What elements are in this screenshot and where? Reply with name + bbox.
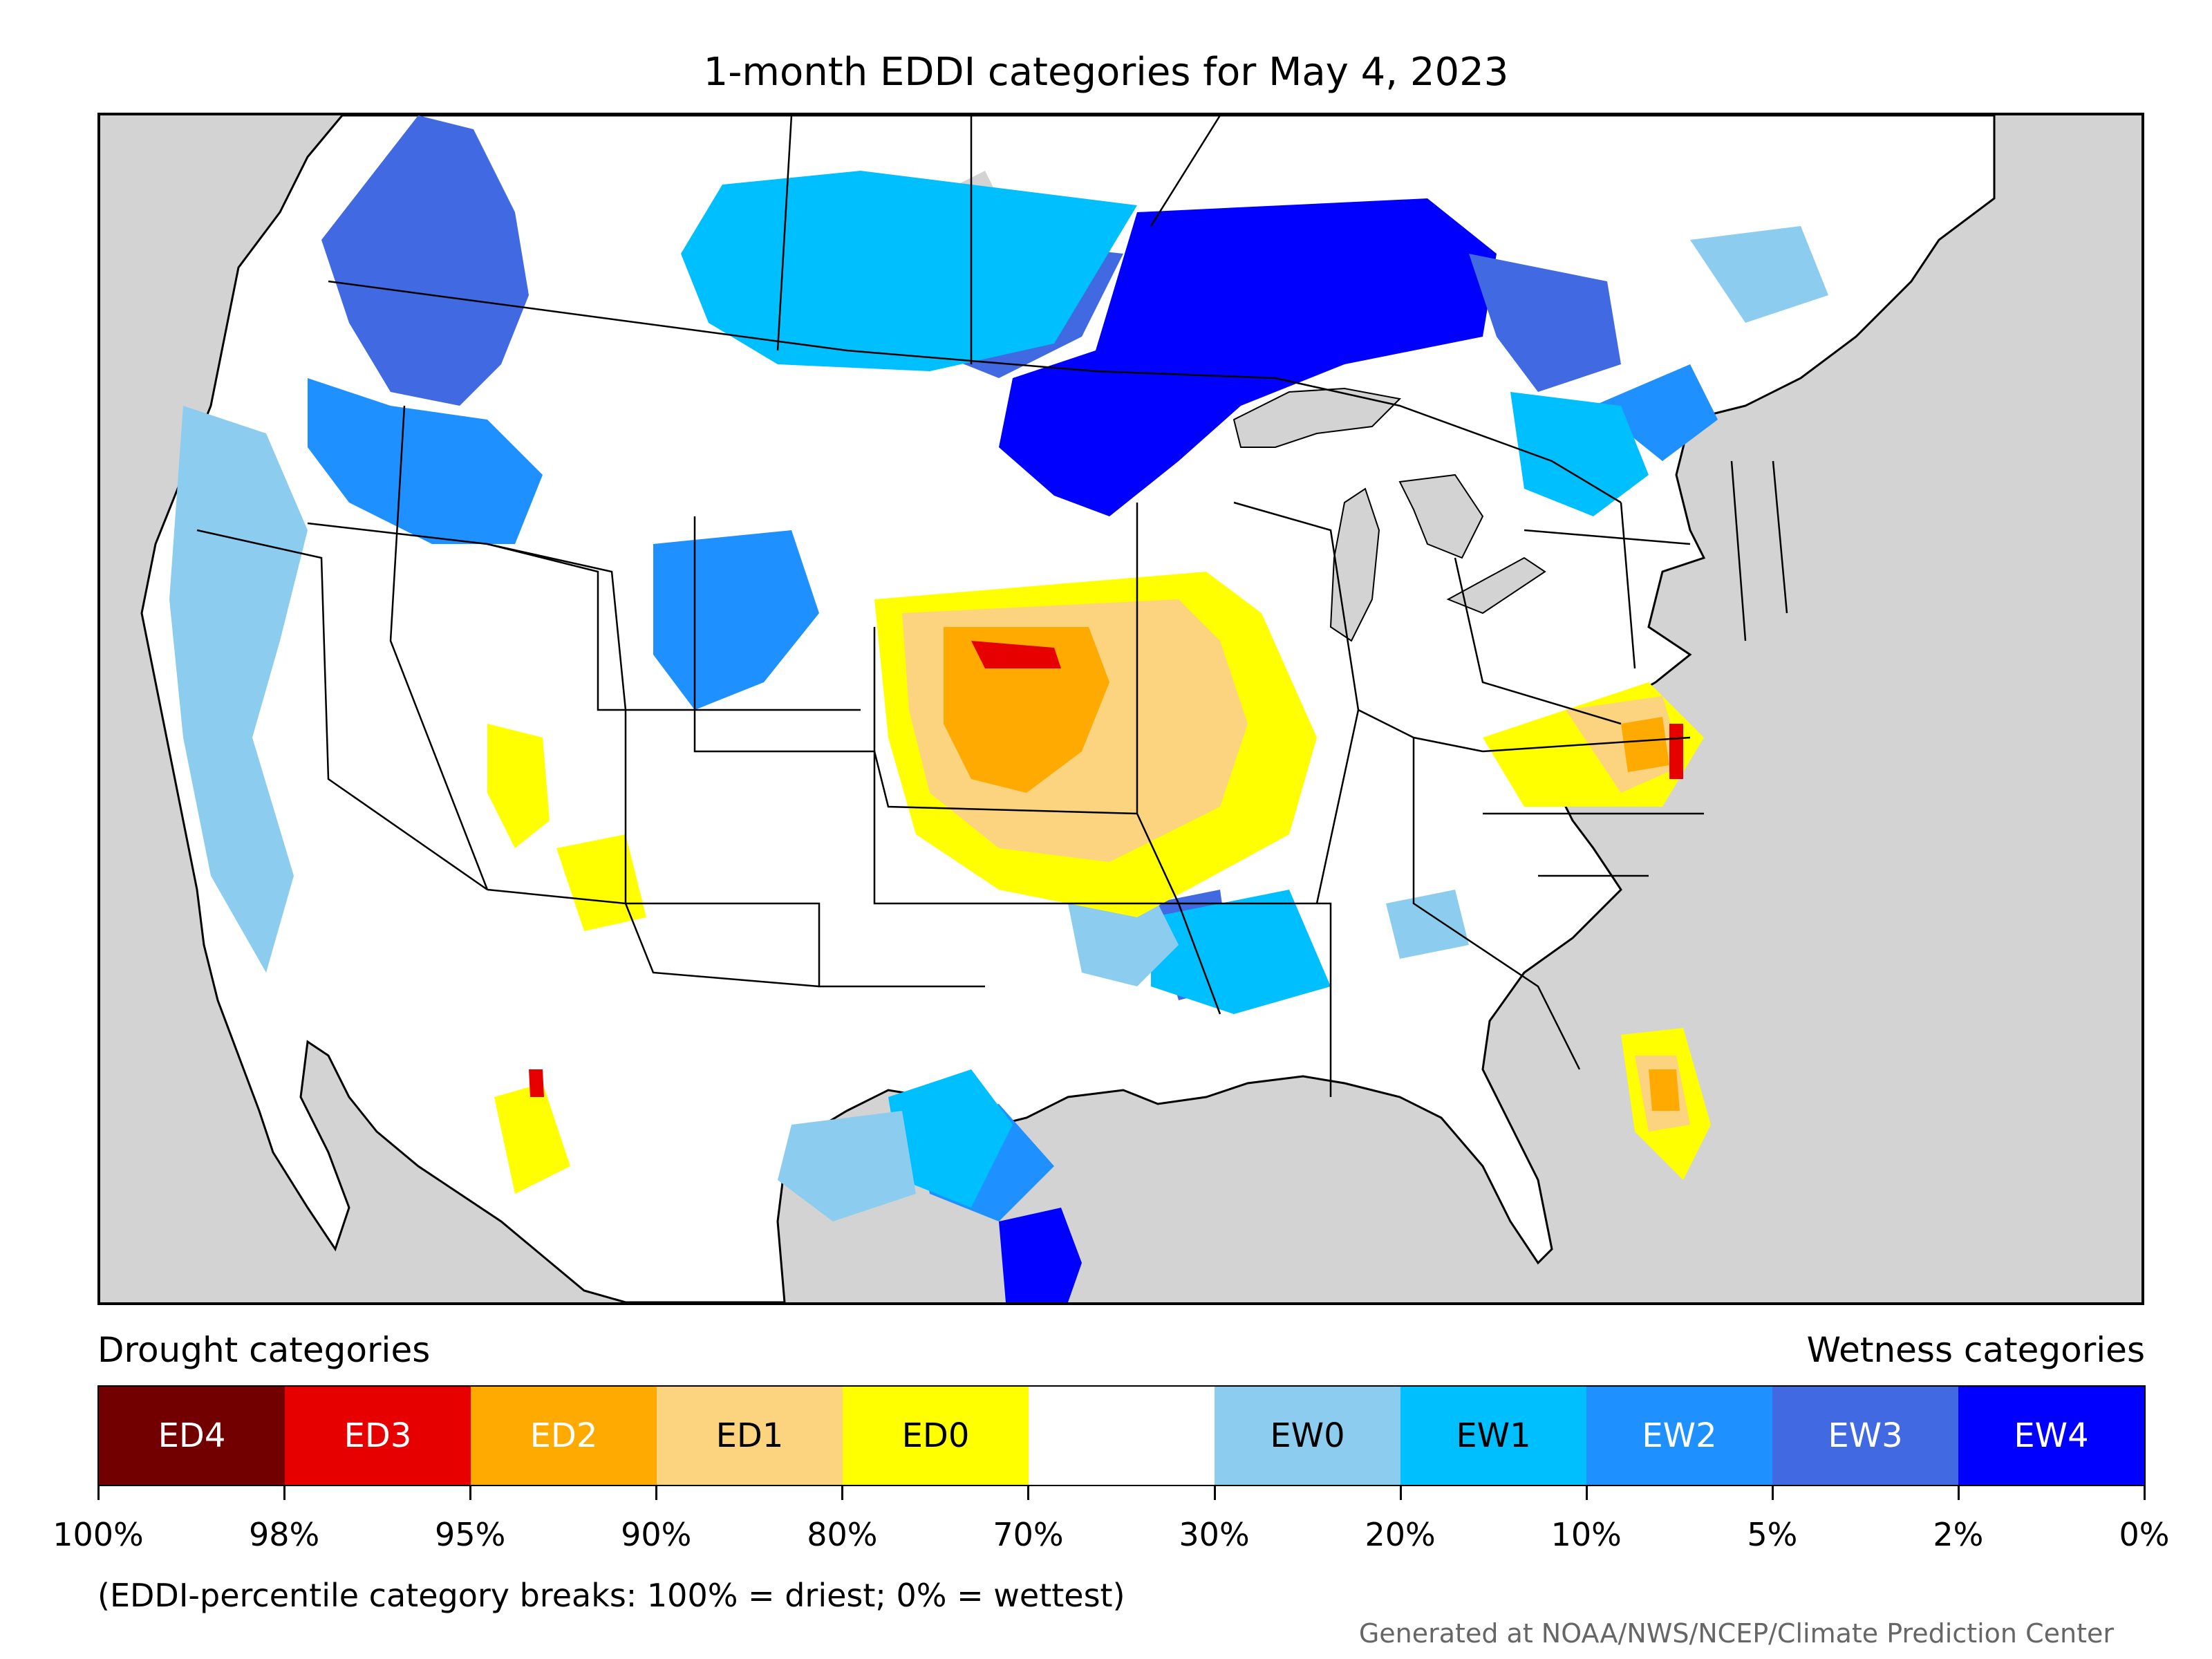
colorbar-tick-label: 2% — [1933, 1516, 1984, 1553]
colorbar-tick-label: 30% — [1179, 1516, 1250, 1553]
colorbar-tick-label: 10% — [1550, 1516, 1622, 1553]
legend-category-ed4: ED4 — [99, 1387, 285, 1485]
colorbar-tick-label: 0% — [2119, 1516, 2170, 1553]
lake-michigan — [1329, 487, 1380, 642]
lake-huron — [1398, 474, 1484, 559]
colorbar-tick — [841, 1486, 844, 1500]
colorbar-tick — [1585, 1486, 1588, 1500]
legend-category-ew4: EW4 — [1958, 1387, 2144, 1485]
colorbar-tick — [283, 1486, 286, 1500]
colorbar-tick — [655, 1486, 658, 1500]
legend-category-ew3: EW3 — [1772, 1387, 1958, 1485]
wetness-categories-heading: Wetness categories — [1806, 1330, 2145, 1370]
colorbar-tick — [1399, 1486, 1402, 1500]
colorbar-tick-label: 5% — [1747, 1516, 1798, 1553]
credit-line: Generated at NOAA/NWS/NCEP/Climate Predi… — [1358, 1618, 2114, 1649]
colorbar-tick-label: 90% — [621, 1516, 692, 1553]
colorbar-tick-label: 20% — [1365, 1516, 1436, 1553]
legend-category-ew2: EW2 — [1586, 1387, 1772, 1485]
category-colorbar: ED4 ED3 ED2 ED1 ED0 EW0 EW1 EW2 EW3 EW4 — [97, 1385, 2146, 1486]
colorbar-tick — [469, 1486, 472, 1500]
eddi-map — [97, 113, 2144, 1305]
lake-erie — [1446, 556, 1546, 615]
colorbar-tick — [1213, 1486, 1216, 1500]
colorbar-tick — [1771, 1486, 1774, 1500]
legend-category-ew0: EW0 — [1215, 1387, 1400, 1485]
colorbar-tick — [1027, 1486, 1030, 1500]
colorbar-tick — [97, 1486, 100, 1500]
legend-category-ew1: EW1 — [1400, 1387, 1586, 1485]
political-borders — [196, 115, 1788, 1097]
legend-category-normal — [1029, 1387, 1215, 1485]
legend-category-ed1: ED1 — [657, 1387, 843, 1485]
colorbar-tick-label: 70% — [993, 1516, 1064, 1553]
colorbar-tick-label: 98% — [248, 1516, 320, 1553]
ew1-regions — [681, 171, 1649, 1208]
colorbar-tick — [2144, 1486, 2146, 1500]
colorbar-tick-label: 100% — [53, 1516, 144, 1553]
colorbar-tick-label: 95% — [435, 1516, 506, 1553]
legend-category-ed2: ED2 — [471, 1387, 657, 1485]
colorbar-tick-label: 80% — [807, 1516, 878, 1553]
drought-categories-heading: Drought categories — [97, 1330, 431, 1370]
colorbar-tick — [1957, 1486, 1960, 1500]
lake-superior — [1232, 387, 1402, 448]
legend-category-ed3: ED3 — [285, 1387, 471, 1485]
map-title: 1-month EDDI categories for May 4, 2023 — [703, 50, 1509, 95]
category-breaks-note: (EDDI-percentile category breaks: 100% =… — [97, 1577, 1125, 1614]
legend-category-ed0: ED0 — [843, 1387, 1029, 1485]
colorbar-ticks — [97, 1486, 2146, 1500]
